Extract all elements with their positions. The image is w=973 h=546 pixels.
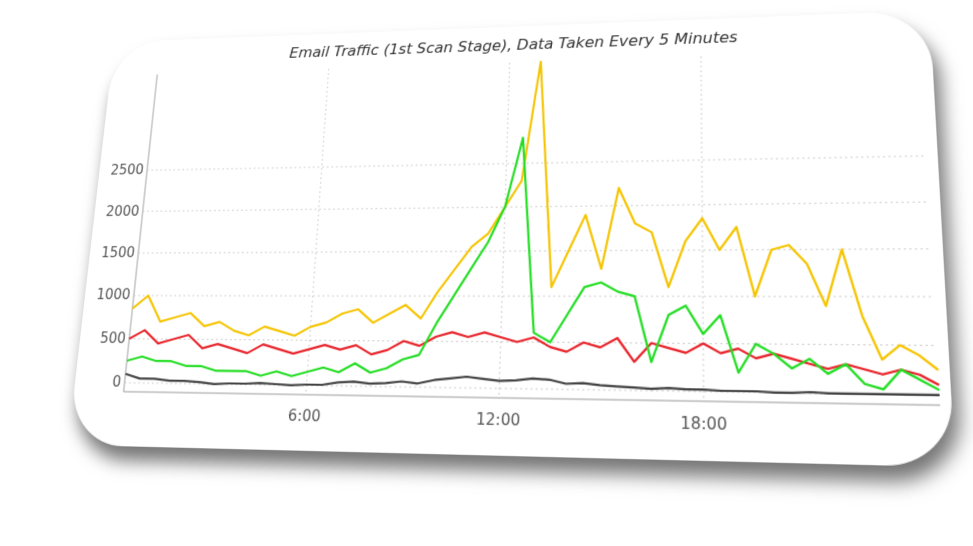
grid-line [701, 56, 704, 401]
x-tick-label: 6:00 [287, 408, 321, 426]
grid-line [147, 156, 927, 170]
y-axis [124, 75, 158, 392]
chart: Email Traffic (1st Scan Stage), Data Tak… [95, 28, 956, 435]
x-tick-label: 18:00 [680, 415, 727, 435]
grid-line [143, 202, 929, 211]
y-tick-label: 500 [99, 330, 126, 347]
grid-line [129, 339, 937, 346]
chart-card: Email Traffic (1st Scan Stage), Data Tak… [67, 10, 956, 468]
y-tick-label: 1500 [100, 245, 135, 261]
y-tick-label: 1000 [95, 287, 131, 303]
y-tick-label: 2500 [110, 163, 145, 179]
chart-title: Email Traffic (1st Scan Stage), Data Tak… [289, 28, 738, 62]
y-tick-label: 2000 [105, 204, 140, 220]
grid-line [138, 249, 931, 253]
x-tick-label: 12:00 [476, 411, 521, 430]
grid-line [134, 296, 935, 297]
grid-line [499, 63, 510, 398]
y-tick-label: 0 [111, 374, 121, 391]
series-line [125, 129, 939, 390]
series-line [125, 372, 940, 395]
series-line [126, 330, 940, 385]
